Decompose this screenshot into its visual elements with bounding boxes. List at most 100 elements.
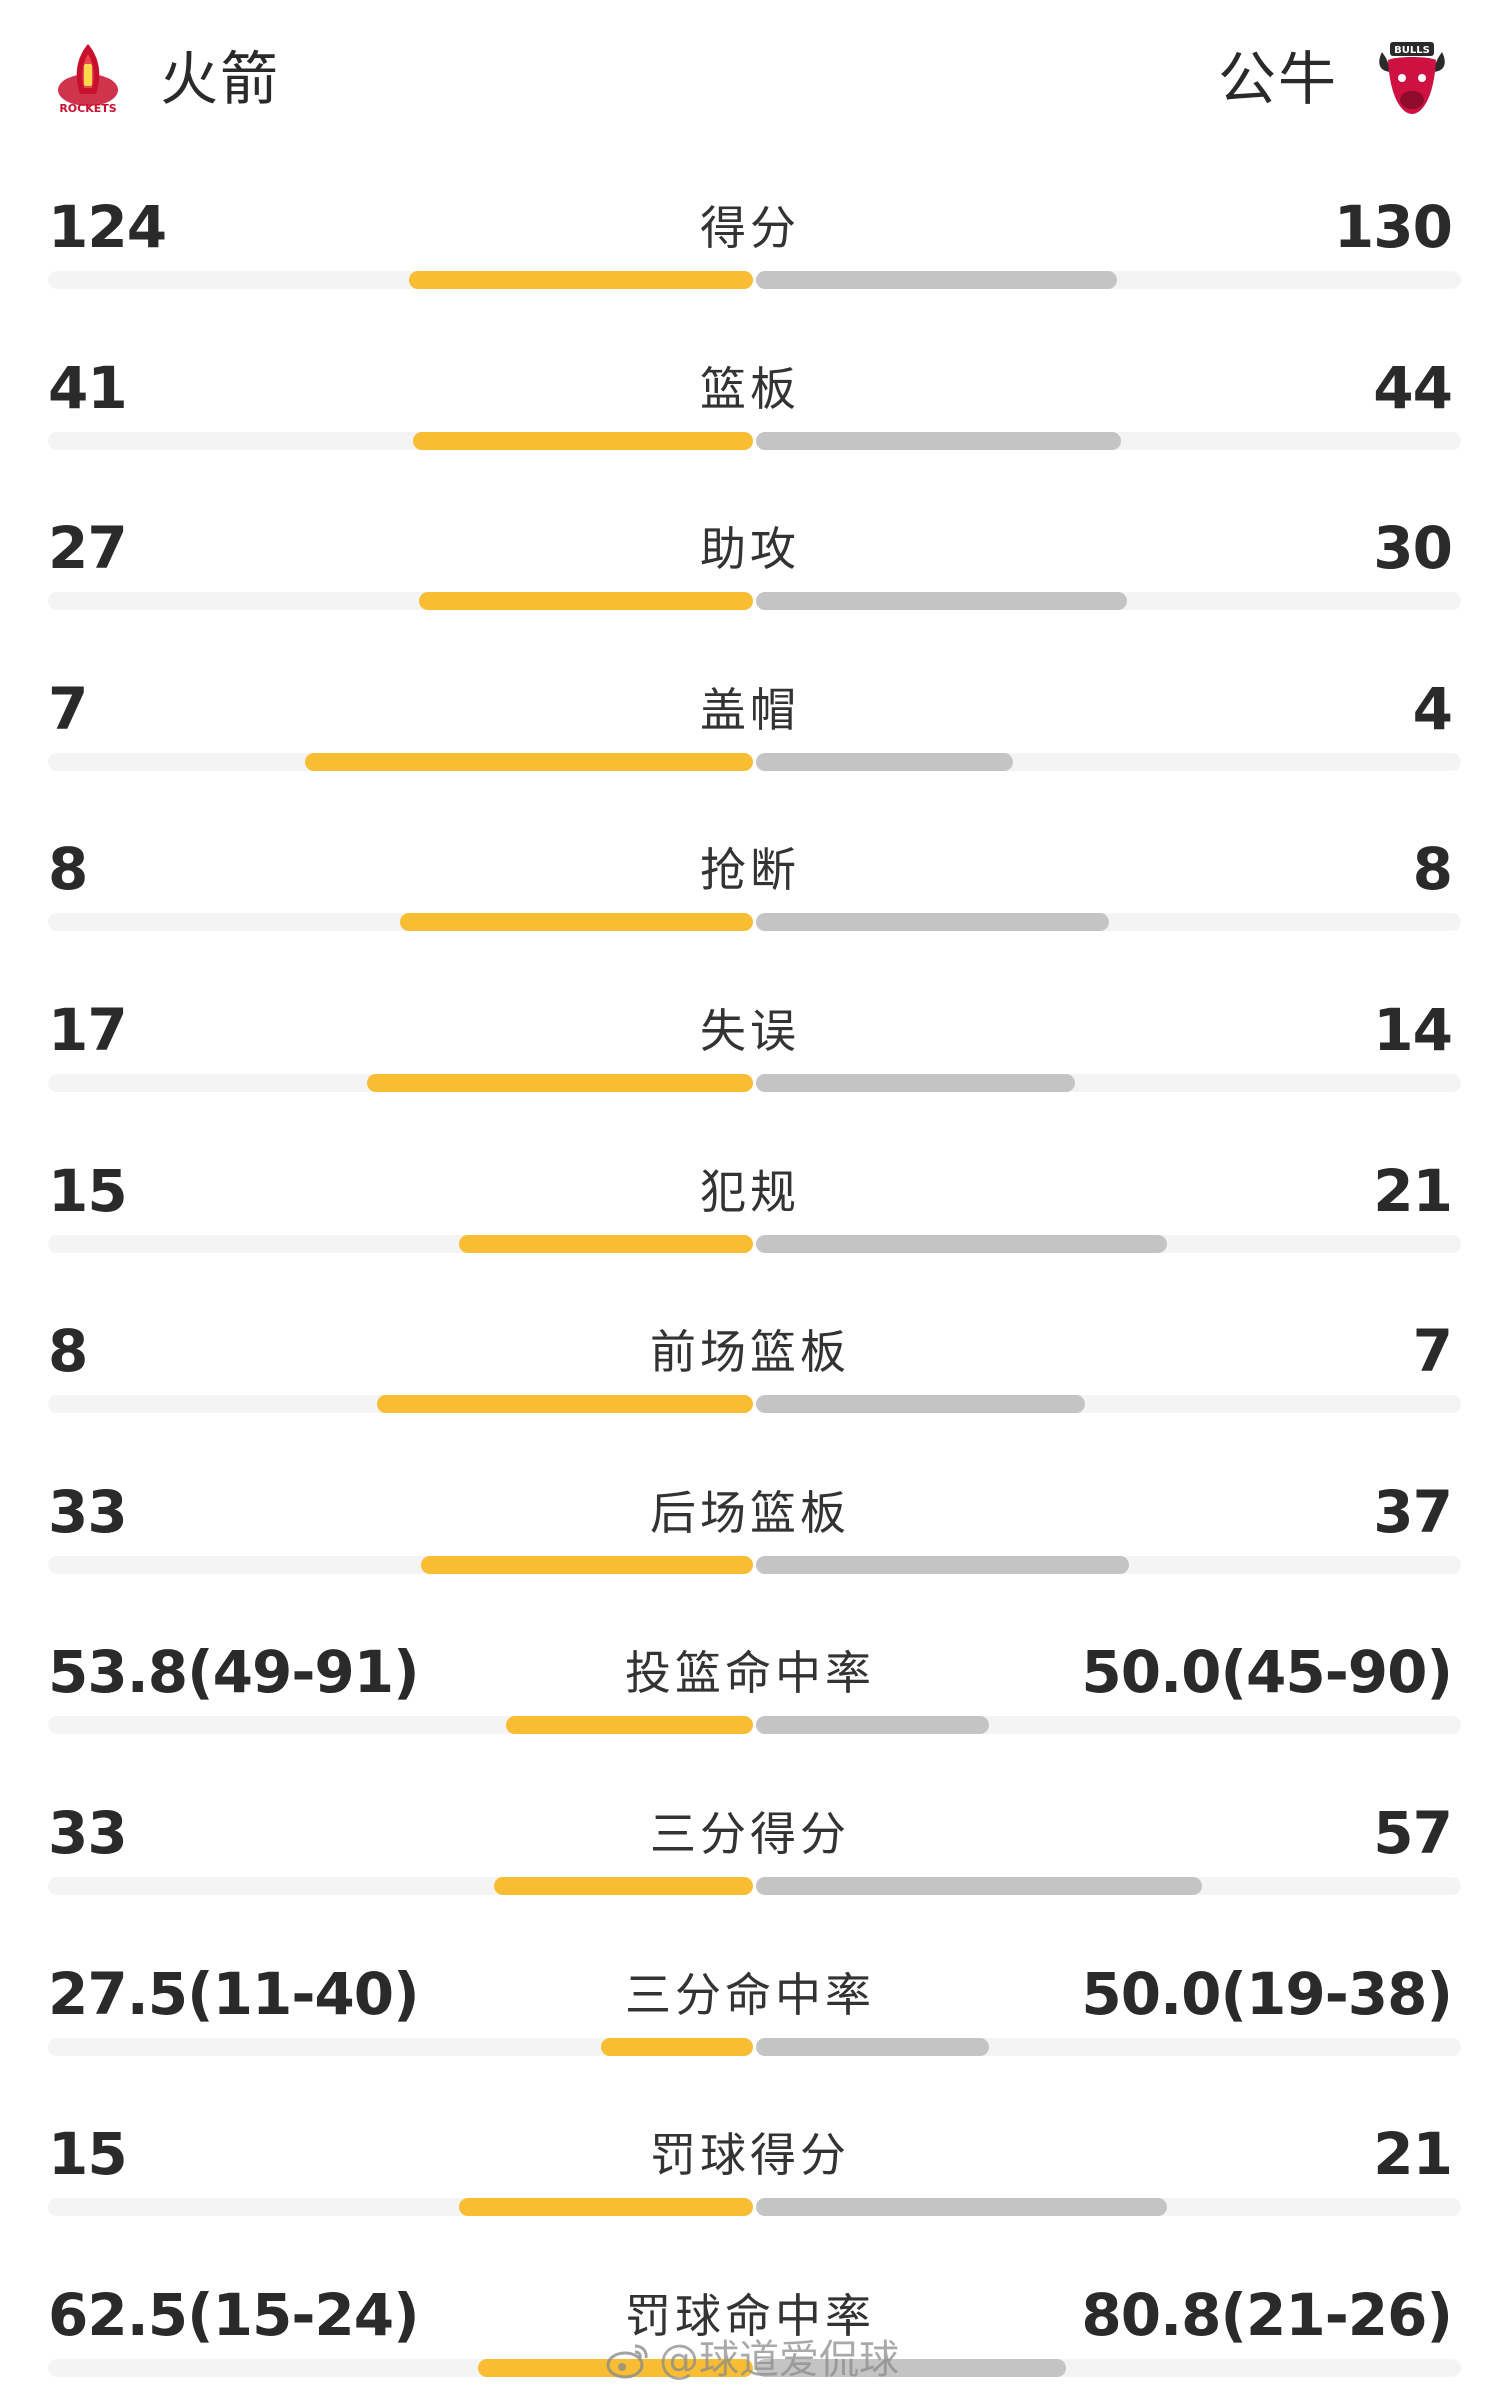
stat-label: 罚球得分	[650, 2128, 850, 2183]
away-value: 30	[1373, 514, 1453, 583]
rockets-logo-text: ROCKETS	[59, 102, 116, 115]
home-bar	[400, 913, 753, 932]
away-bar-track	[756, 2198, 1461, 2217]
weibo-icon	[605, 2340, 651, 2380]
away-value: 50.0(45-90)	[1081, 1638, 1453, 1707]
away-value: 44	[1373, 353, 1453, 422]
stat-label: 助攻	[700, 522, 800, 577]
stat-label: 抢断	[700, 843, 800, 898]
away-value: 8	[1412, 835, 1453, 904]
away-bar-track	[756, 1876, 1461, 1895]
bulls-logo-text: BULLS	[1394, 45, 1430, 56]
away-value: 57	[1373, 1798, 1453, 1867]
stat-row: 124 得分 130	[0, 160, 1500, 321]
away-bar-track	[756, 1073, 1461, 1092]
away-bar	[756, 1716, 989, 1735]
stat-label: 罚球命中率	[625, 2288, 875, 2343]
home-value: 33	[48, 1798, 128, 1867]
home-bar-track	[48, 1716, 753, 1735]
home-bar-track	[48, 1395, 753, 1414]
home-bar-track	[48, 271, 753, 289]
home-bar-track	[48, 1073, 753, 1092]
away-value: 37	[1373, 1477, 1453, 1546]
away-bar	[756, 752, 1013, 771]
stats-list: 124 得分 130 41 篮板 44 27 助攻 30 7 盖帽 4 8 抢断 8 17 失误 14 15 犯规 21…	[0, 160, 1500, 2408]
home-bar-track	[48, 431, 753, 450]
home-value: 17	[48, 995, 128, 1064]
home-value: 15	[48, 2120, 128, 2189]
home-value: 8	[48, 1317, 88, 1386]
home-value: 53.8(49-91)	[48, 1638, 420, 1707]
bulls-logo-icon: BULLS	[1372, 38, 1452, 118]
stat-row: 62.5(15-24) 罚球命中率 80.8(21-26)	[0, 2248, 1500, 2408]
away-bar-track	[756, 1395, 1461, 1414]
away-value: 21	[1373, 2120, 1453, 2189]
away-bar	[756, 2037, 989, 2056]
stat-row: 15 犯规 21	[0, 1124, 1500, 1285]
stat-label: 犯规	[700, 1164, 800, 1219]
home-bar	[367, 1073, 753, 1092]
stat-row: 41 篮板 44	[0, 321, 1500, 482]
away-value: 14	[1373, 995, 1453, 1064]
away-bar-track	[756, 1234, 1461, 1253]
stat-label: 三分命中率	[625, 1967, 875, 2022]
away-bar	[756, 431, 1121, 450]
away-bar	[756, 271, 1117, 289]
away-bar	[756, 1234, 1167, 1253]
away-value: 80.8(21-26)	[1081, 2280, 1453, 2349]
home-bar	[494, 1876, 753, 1895]
away-bar	[756, 1073, 1075, 1092]
home-bar-track	[48, 2358, 753, 2377]
away-bar-track	[756, 2358, 1461, 2377]
home-bar	[305, 752, 753, 771]
stat-label: 盖帽	[700, 682, 800, 737]
stat-row: 27.5(11-40) 三分命中率 50.0(19-38)	[0, 1927, 1500, 2088]
home-bar-track	[48, 1876, 753, 1895]
home-value: 41	[48, 353, 128, 422]
home-bar-track	[48, 592, 753, 611]
home-bar-track	[48, 1555, 753, 1574]
away-bar-track	[756, 1555, 1461, 1574]
home-bar	[459, 1234, 753, 1253]
home-value: 27.5(11-40)	[48, 1959, 420, 2028]
home-bar	[421, 1555, 753, 1574]
stat-row: 17 失误 14	[0, 963, 1500, 1124]
home-bar	[419, 592, 753, 611]
away-value: 21	[1373, 1156, 1453, 1225]
away-bar-track	[756, 271, 1461, 289]
home-value: 27	[48, 514, 128, 583]
stat-label: 后场篮板	[650, 1485, 850, 1540]
match-header: ROCKETS 火箭 公牛 BULLS	[0, 0, 1500, 150]
home-bar	[506, 1716, 753, 1735]
home-bar-track	[48, 2037, 753, 2056]
home-value: 62.5(15-24)	[48, 2280, 420, 2349]
stat-row: 8 抢断 8	[0, 802, 1500, 963]
home-bar-track	[48, 752, 753, 771]
away-bar-track	[756, 752, 1461, 771]
rockets-logo-icon: ROCKETS	[48, 38, 128, 118]
away-bar	[756, 2358, 1066, 2377]
home-value: 8	[48, 835, 88, 904]
away-bar	[756, 2198, 1167, 2217]
stat-label: 投篮命中率	[625, 1646, 875, 1701]
stat-label: 篮板	[700, 361, 800, 416]
home-bar	[601, 2037, 753, 2056]
stat-row: 53.8(49-91) 投篮命中率 50.0(45-90)	[0, 1605, 1500, 1766]
away-bar	[756, 592, 1127, 611]
stat-row: 7 盖帽 4	[0, 642, 1500, 803]
home-value: 15	[48, 1156, 128, 1225]
away-team-name: 公牛	[1217, 45, 1338, 113]
stat-label: 前场篮板	[650, 1325, 850, 1380]
away-bar-track	[756, 913, 1461, 932]
stat-row: 15 罚球得分 21	[0, 2087, 1500, 2248]
away-bar	[756, 1555, 1129, 1574]
stat-label: 三分得分	[650, 1806, 850, 1861]
away-value: 7	[1412, 1317, 1453, 1386]
home-team-name: 火箭	[160, 45, 281, 113]
away-bar-track	[756, 2037, 1461, 2056]
away-value: 50.0(19-38)	[1081, 1959, 1453, 2028]
home-bar	[478, 2358, 753, 2377]
home-bar-track	[48, 913, 753, 932]
home-bar	[459, 2198, 753, 2217]
away-value: 130	[1333, 193, 1453, 261]
